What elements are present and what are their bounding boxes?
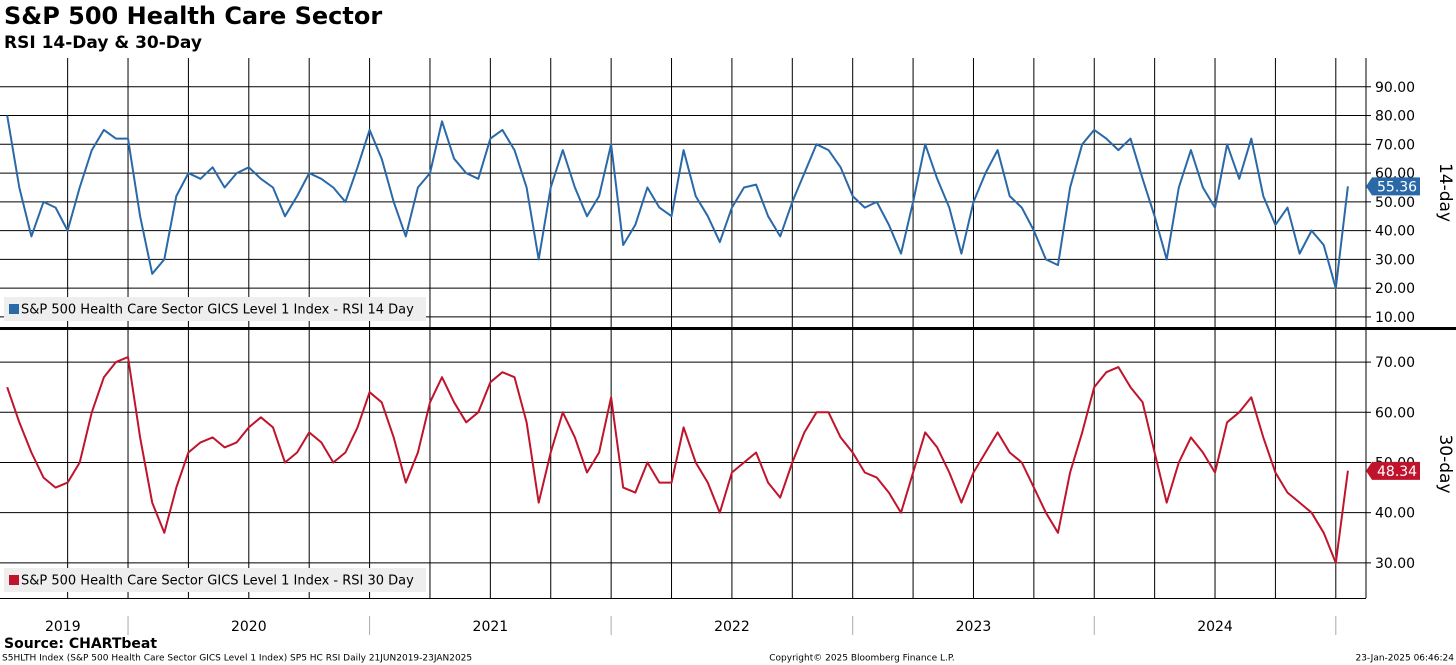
y-tick-label: 30.00 bbox=[1375, 556, 1415, 572]
x-tick-label: 2019 bbox=[45, 619, 81, 635]
y-tick-label: 20.00 bbox=[1375, 281, 1415, 297]
y-tick-label: 40.00 bbox=[1375, 506, 1415, 522]
y-tick-label: 70.00 bbox=[1375, 137, 1415, 153]
y-tick-label: 10.00 bbox=[1375, 310, 1415, 326]
chart-title: S&P 500 Health Care Sector bbox=[4, 2, 382, 30]
last-value-box bbox=[1366, 461, 1420, 480]
footer-left: S5HLTH Index (S&P 500 Health Care Sector… bbox=[2, 654, 472, 664]
last-value-label: 55.36 bbox=[1377, 179, 1417, 195]
x-tick-label: 2023 bbox=[956, 619, 992, 635]
source: Source: CHARTbeat bbox=[4, 636, 157, 652]
legend-box bbox=[4, 568, 426, 592]
legend-swatch bbox=[9, 304, 19, 314]
y-tick-label: 40.00 bbox=[1375, 224, 1415, 240]
legend-label: S&P 500 Health Care Sector GICS Level 1 … bbox=[21, 303, 414, 318]
x-tick-label: 2021 bbox=[473, 619, 509, 635]
last-value-label: 48.34 bbox=[1377, 464, 1417, 480]
legend-box bbox=[4, 297, 426, 321]
series-line bbox=[6, 115, 1349, 290]
legend-swatch bbox=[9, 575, 19, 585]
series-line bbox=[6, 356, 1349, 564]
y-tick-label: 30.00 bbox=[1375, 252, 1415, 268]
axis-title: 14-day bbox=[1435, 163, 1455, 222]
footer-right: 23-Jan-2025 06:46:24 bbox=[1355, 654, 1454, 664]
legend-label: S&P 500 Health Care Sector GICS Level 1 … bbox=[21, 574, 414, 589]
y-tick-label: 80.00 bbox=[1375, 109, 1415, 125]
axis-title: 30-day bbox=[1435, 434, 1455, 493]
last-value-box bbox=[1366, 177, 1420, 196]
x-tick-label: 2022 bbox=[714, 619, 750, 635]
y-tick-label: 70.00 bbox=[1375, 355, 1415, 371]
x-tick-label: 2020 bbox=[231, 619, 267, 635]
y-tick-label: 50.00 bbox=[1375, 195, 1415, 211]
footer-center: Copyright© 2025 Bloomberg Finance L.P. bbox=[769, 654, 954, 664]
y-tick-label: 60.00 bbox=[1375, 405, 1415, 421]
chart-subtitle: RSI 14-Day & 30-Day bbox=[4, 33, 202, 53]
y-tick-label: 90.00 bbox=[1375, 80, 1415, 96]
x-tick-label: 2024 bbox=[1197, 619, 1233, 635]
